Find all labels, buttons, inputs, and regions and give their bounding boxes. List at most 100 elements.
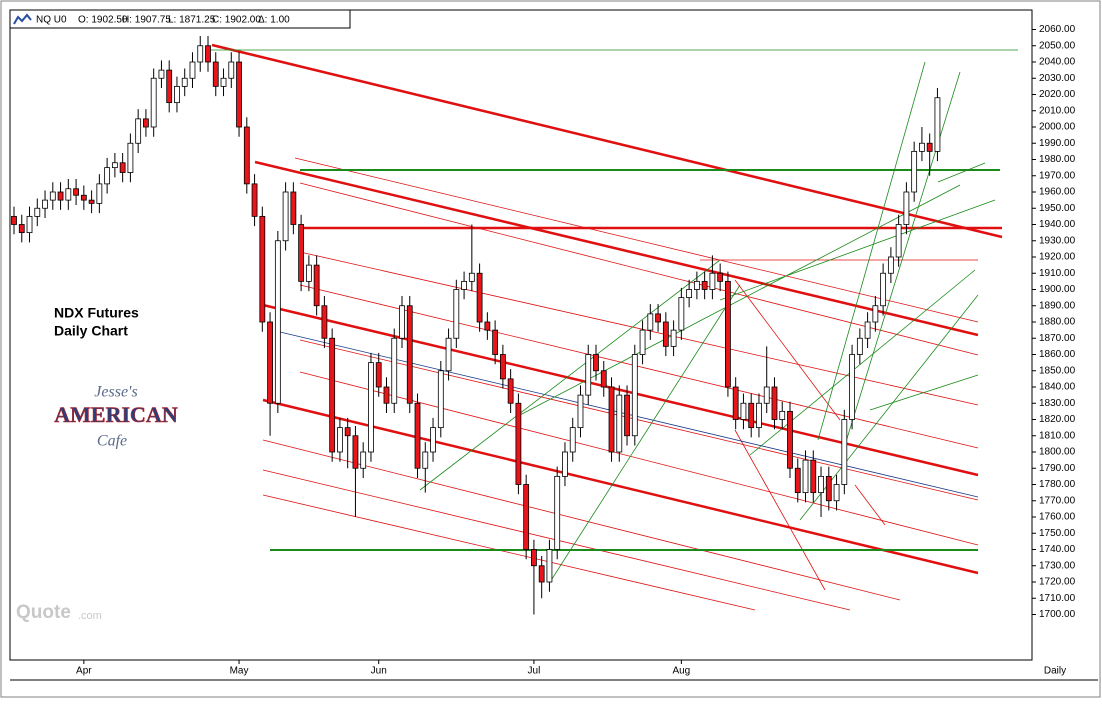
candle-body: [205, 45, 211, 63]
candle-body: [313, 264, 320, 307]
trend-line: [254, 160, 979, 337]
y-tick-label: 1890.00: [1039, 300, 1076, 311]
candle-body: [96, 183, 103, 204]
candle-body: [461, 280, 467, 290]
trend-line: [262, 494, 756, 611]
trend-line: [734, 429, 826, 591]
header-box: [9, 9, 351, 29]
candle-body: [127, 142, 134, 173]
x-tick-label: Jun: [371, 666, 387, 677]
candle-body: [476, 272, 483, 323]
y-tick-label: 1840.00: [1039, 382, 1076, 393]
y-tick-label: 1950.00: [1039, 203, 1076, 214]
y-tick-label: 1860.00: [1039, 349, 1076, 360]
candle-body: [701, 280, 708, 290]
candle-body: [251, 183, 258, 217]
x-tick-label: Aug: [672, 666, 690, 677]
candle-body: [802, 459, 809, 494]
y-tick-label: 1790.00: [1039, 463, 1076, 474]
candle-body: [678, 297, 685, 331]
candle-body: [352, 435, 359, 469]
candle-body: [934, 97, 941, 152]
candle-body: [104, 167, 111, 185]
header-icon: [13, 13, 32, 25]
candle-body: [499, 354, 506, 380]
y-tick-label: 2030.00: [1039, 73, 1076, 84]
trend-line: [869, 374, 979, 411]
candle-body: [903, 191, 910, 225]
trend-line: [262, 439, 901, 601]
x-tick-label: Apr: [76, 666, 92, 677]
candle-body: [368, 362, 374, 453]
candle-body: [686, 289, 693, 299]
candle-body: [593, 354, 599, 372]
y-tick-label: 1740.00: [1039, 544, 1076, 555]
candle-body: [608, 386, 615, 453]
candle-body: [911, 150, 918, 193]
y-tick-label: 1900.00: [1039, 284, 1076, 295]
candle-body: [181, 77, 188, 87]
candle-body: [810, 459, 817, 494]
candle-body: [631, 354, 638, 437]
candle-body: [531, 549, 537, 567]
candle-body: [73, 188, 79, 196]
candle-body: [150, 77, 157, 128]
candle-body: [639, 329, 646, 355]
candle-body: [360, 451, 367, 469]
candle-body: [236, 61, 242, 128]
y-tick-label: 2040.00: [1039, 57, 1076, 68]
y-tick-label: 1720.00: [1039, 577, 1076, 588]
candle-body: [787, 410, 793, 469]
candle-body: [756, 402, 762, 429]
y-tick-label: 1990.00: [1039, 138, 1076, 149]
trend-line: [519, 184, 961, 416]
trend-line: [211, 43, 1003, 239]
candle-body: [717, 272, 724, 282]
y-tick-label: 2010.00: [1039, 105, 1076, 116]
y-tick-label: 1760.00: [1039, 512, 1076, 523]
header-item: O: 1902.50: [78, 15, 128, 26]
candle-body: [399, 305, 405, 339]
candle-body: [600, 370, 607, 388]
candle-body: [34, 207, 41, 217]
candle-body: [197, 45, 204, 63]
candle-body: [484, 321, 491, 331]
candle-body: [794, 467, 801, 494]
header-item: C: 1902.00: [212, 15, 261, 26]
candle-body: [243, 126, 250, 185]
header-item: Δ: 1.00: [258, 15, 290, 26]
candle-body: [546, 549, 553, 583]
candle-body: [158, 69, 165, 79]
trend-line: [937, 162, 986, 183]
candle-body: [662, 321, 669, 347]
y-tick-label: 1710.00: [1039, 593, 1076, 604]
trend-line: [419, 259, 721, 491]
trend-lines-green: [210, 49, 1018, 583]
watermark: Quote: [16, 602, 71, 623]
candle-body: [321, 305, 328, 339]
trend-line: [299, 339, 979, 501]
candle-body: [771, 386, 778, 420]
candle-body: [732, 386, 739, 420]
candle-body: [779, 410, 786, 420]
candle-body: [329, 337, 336, 453]
candle-body: [422, 451, 429, 469]
y-tick-label: 1870.00: [1039, 333, 1076, 344]
candle-body: [647, 313, 654, 331]
logo-text: AMERICAN: [54, 402, 178, 427]
candle-body: [453, 289, 460, 339]
trend-line: [719, 199, 996, 301]
candle-body: [189, 61, 196, 79]
candle-body: [887, 256, 894, 274]
candle-body: [383, 386, 390, 404]
trend-line: [549, 284, 741, 583]
candle-body: [919, 142, 925, 152]
candle-body: [864, 321, 871, 339]
candle-body: [740, 402, 747, 420]
candle-body: [430, 427, 436, 453]
trend-line: [734, 279, 841, 421]
y-tick-label: 1920.00: [1039, 252, 1076, 263]
candle-body: [468, 272, 475, 282]
